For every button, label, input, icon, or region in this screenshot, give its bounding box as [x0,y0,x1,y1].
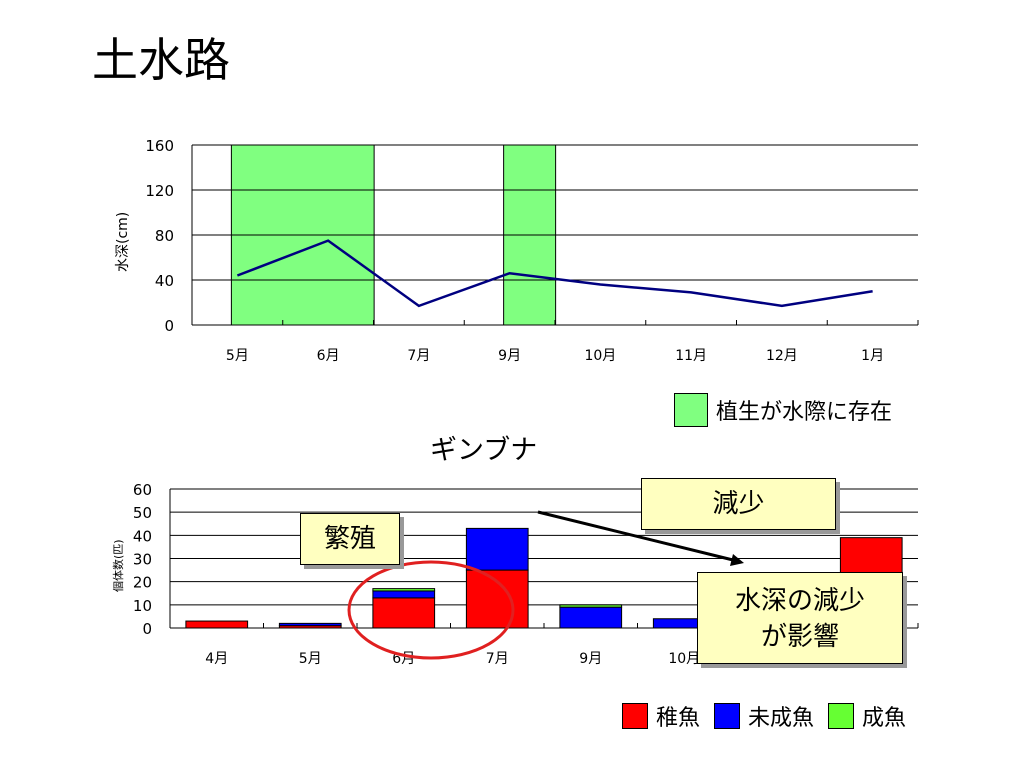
count-x-label-5: 10月 [668,651,700,667]
count-x-label-1: 5月 [299,651,322,667]
count-tick-label-1: 10 [133,597,152,615]
bar-0-2 [372,597,436,629]
depth-y-axis-label: 水深(cm) [115,212,131,272]
bar-1-4 [559,606,623,629]
depth-x-label-6: 12月 [766,348,798,364]
vegetation-legend: 植生が水際に存在 [674,393,892,427]
vegetation-legend-swatch [674,393,708,427]
count-x-label-4: 9月 [579,651,602,667]
juvenile-legend-label: 稚魚 [656,706,701,731]
count-tick-label-0: 0 [142,620,152,638]
breeding-callout: 繁殖 [300,513,400,565]
depth-series-line [236,239,873,308]
depth-cause-line2: が影響 [760,622,839,652]
count-y-axis-label: 個体数(匹) [111,539,125,592]
trend-arrow-line [537,510,734,562]
depth-tick-label-0: 0 [164,317,174,335]
bar-0-3 [465,569,529,629]
depth-x-label-5: 11月 [675,348,707,364]
count-x-label-0: 4月 [205,651,228,667]
count-tick-label-5: 50 [133,504,152,522]
bar-1-2 [372,590,436,599]
bar-1-1 [278,622,342,627]
depth-cause-line1: 水深の減少 [734,586,865,616]
count-tick-label-4: 40 [133,527,152,545]
vegetation-legend-label: 植生が水際に存在 [716,400,893,425]
decrease-callout: 減少 [641,478,836,530]
subadult-legend-swatch [714,703,741,729]
count-tick-label-2: 20 [133,574,152,592]
depth-x-label-1: 6月 [317,348,340,364]
subadult-legend-label: 未成魚 [748,706,815,731]
bar-0-0 [185,620,249,629]
depth-tick-label-3: 120 [145,182,174,200]
count-tick-label-6: 60 [133,481,152,499]
ginbuna-chart-title: ギンブナ [430,435,538,466]
depth-tick-label-1: 40 [155,272,174,290]
depth-tick-label-2: 80 [155,227,174,245]
adult-legend-label: 成魚 [862,706,907,731]
breeding-highlight-ellipse [347,560,515,660]
slide-title: 土水路 [92,33,230,87]
depth-x-label-7: 1月 [861,348,884,364]
count-tick-label-3: 30 [133,551,152,569]
bar-1-3 [465,527,529,571]
bar-2-2 [372,588,436,592]
depth-tick-label-4: 160 [145,137,174,155]
count-x-label-3: 7月 [486,651,509,667]
depth-x-label-3: 9月 [498,348,521,364]
depth-cause-callout: 水深の減少 が影響 [697,572,903,664]
depth-x-label-0: 5月 [226,348,249,364]
juvenile-legend-swatch [622,703,648,729]
trend-arrow-head [730,554,744,566]
fish-stage-legend: 稚魚 未成魚 成魚 [622,700,920,732]
depth-x-label-4: 10月 [584,348,616,364]
bar-2-4 [559,604,623,608]
adult-legend-swatch [828,703,855,729]
depth-x-label-2: 7月 [407,348,430,364]
